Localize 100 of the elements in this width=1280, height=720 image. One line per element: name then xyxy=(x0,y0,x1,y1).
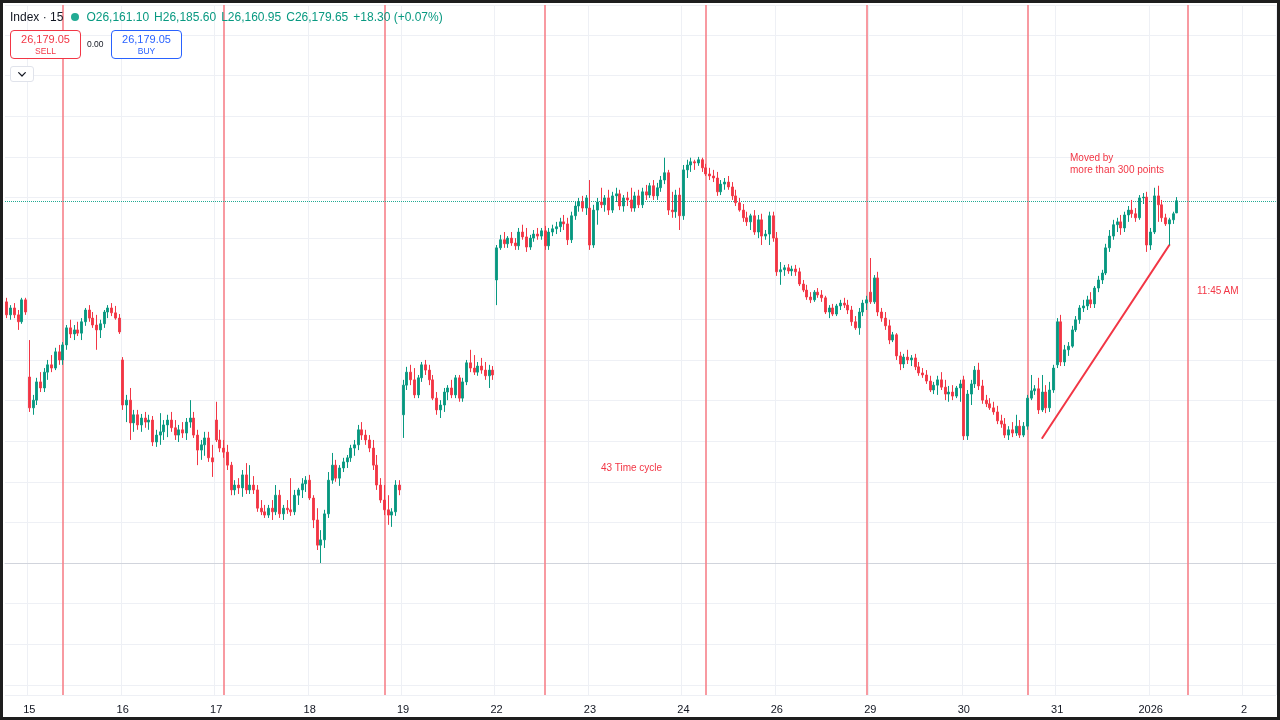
candlestick xyxy=(491,365,494,381)
x-tick-label: 2026 xyxy=(1138,702,1163,715)
candlestick xyxy=(159,412,162,446)
candlestick xyxy=(510,231,513,247)
candlestick xyxy=(241,469,244,498)
x-tick-label: 19 xyxy=(396,702,410,715)
candlestick xyxy=(263,504,266,519)
candlestick xyxy=(267,504,270,519)
candlestick xyxy=(476,361,479,377)
x-tick-label: 17 xyxy=(210,702,223,715)
candlestick xyxy=(233,479,236,496)
candlestick xyxy=(450,379,453,399)
candlestick xyxy=(947,385,950,403)
candlestick xyxy=(525,227,528,253)
candlestick xyxy=(5,297,8,319)
candlestick xyxy=(768,211,771,246)
candlestick xyxy=(129,387,132,441)
candlestick xyxy=(1018,419,1021,439)
candlestick xyxy=(588,179,591,251)
candlestick xyxy=(271,499,274,521)
candlestick xyxy=(95,314,98,351)
x-tick-label: 30 xyxy=(957,702,970,715)
candlestick xyxy=(719,179,722,196)
candlestick xyxy=(630,187,633,213)
candlestick xyxy=(760,213,763,246)
candlestick xyxy=(1089,291,1092,309)
chart-title: Index · 15 xyxy=(10,10,64,24)
candlestick xyxy=(828,304,831,319)
x-tick-label: 15 xyxy=(23,702,36,715)
candlestick xyxy=(274,484,277,516)
candlestick xyxy=(140,413,143,433)
candlestick xyxy=(585,194,588,216)
candlestick xyxy=(1056,317,1059,369)
candlestick xyxy=(125,394,128,423)
candlestick xyxy=(618,189,621,211)
candlestick xyxy=(693,159,696,171)
buy-button: 26,179.05 BUY xyxy=(111,30,182,59)
candlestick xyxy=(1130,199,1133,219)
candlestick xyxy=(906,349,909,365)
candlestick xyxy=(166,414,169,438)
candlestick xyxy=(54,347,57,371)
text: O26,161.10 xyxy=(86,10,150,24)
candlestick xyxy=(50,354,53,373)
candlestick xyxy=(248,464,251,495)
candlestick xyxy=(708,167,711,181)
candlestick xyxy=(891,331,894,343)
candlestick xyxy=(334,459,337,483)
candlestick xyxy=(503,231,506,249)
candlestick xyxy=(28,339,31,413)
x-tick-label: 2 xyxy=(1241,702,1248,715)
candlestick xyxy=(701,157,704,173)
candlestick xyxy=(603,194,606,213)
candlestick xyxy=(398,479,401,496)
candlestick xyxy=(413,367,416,399)
candlestick xyxy=(147,414,150,431)
annotation: 43 Time cycle xyxy=(601,462,663,474)
candlestick xyxy=(9,304,12,321)
candlestick xyxy=(360,421,363,441)
candlestick xyxy=(959,379,962,403)
candlestick xyxy=(869,257,872,305)
candlestick xyxy=(697,156,700,167)
candlestick xyxy=(674,189,677,219)
candlestick xyxy=(637,189,640,209)
candlestick xyxy=(622,194,625,213)
candlestick xyxy=(831,303,834,317)
candlestick xyxy=(757,214,760,239)
text: C26,179.65 xyxy=(286,10,349,24)
candlestick xyxy=(177,424,180,443)
x-tick-label: 26 xyxy=(770,702,783,715)
candlestick xyxy=(278,489,281,519)
x-tick-label: 16 xyxy=(116,702,129,715)
candlestick xyxy=(1041,374,1044,413)
candlestick xyxy=(787,263,790,275)
text: 0.00 xyxy=(87,39,104,49)
candlestick xyxy=(121,356,124,411)
candlestick xyxy=(237,477,240,495)
candlestick xyxy=(962,375,965,441)
candlestick xyxy=(988,397,991,411)
candlestick xyxy=(682,164,685,221)
x-tick-label: 22 xyxy=(490,702,503,715)
candlestick xyxy=(540,227,543,241)
candlestick xyxy=(607,189,610,216)
candlestick xyxy=(936,375,939,396)
candlestick xyxy=(69,319,72,339)
candlestick xyxy=(1003,417,1006,439)
candlestick xyxy=(611,191,614,214)
candlestick xyxy=(902,353,905,369)
candlestick xyxy=(1063,344,1066,367)
candlestick xyxy=(1044,384,1047,414)
candlestick xyxy=(203,431,206,457)
candlestick xyxy=(289,477,292,517)
annotation: Moved by more than 300 points xyxy=(1070,152,1164,176)
candlestick xyxy=(245,462,248,495)
candlestick xyxy=(24,297,27,316)
candlestick xyxy=(488,364,491,389)
candlestick xyxy=(678,187,681,231)
candlestick xyxy=(1011,421,1014,438)
candlestick xyxy=(951,384,954,401)
candlestick xyxy=(473,354,476,376)
candlestick xyxy=(454,374,457,399)
